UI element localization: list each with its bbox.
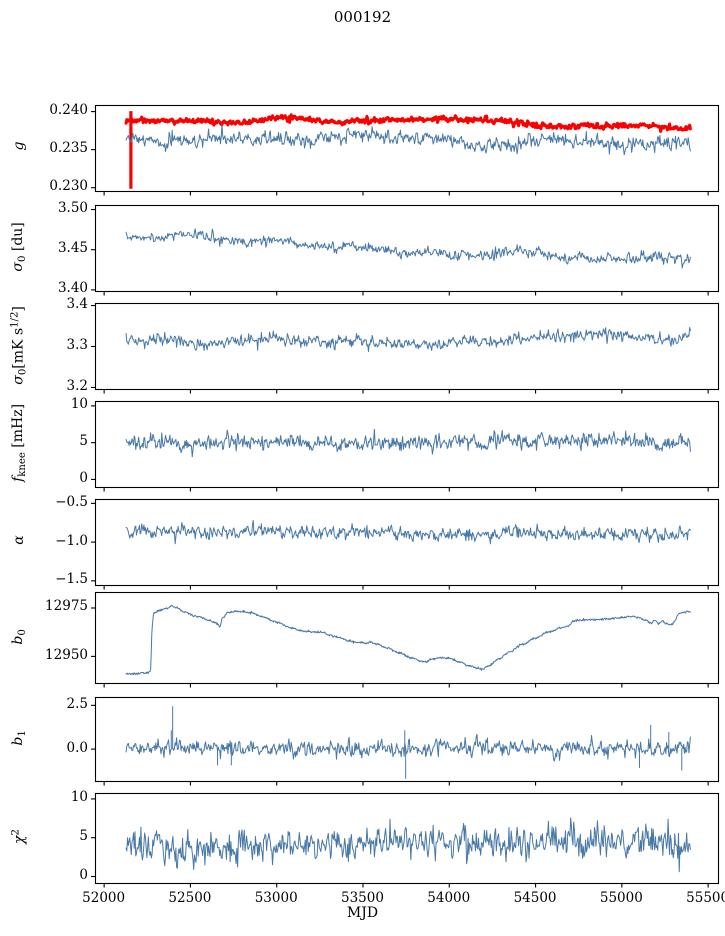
y-tick-label-chi2-2: 10 xyxy=(70,789,88,806)
y-tick-label-alpha-2: −1.5 xyxy=(55,571,88,588)
y-axis-label-sigma0_du: σ0 [du] xyxy=(10,222,28,272)
x-tick-label-3: 53500 xyxy=(341,890,384,906)
y-tick-label-sigma0_mK-1: 3.3 xyxy=(66,337,88,353)
y-tick-label-b1-0: 0.0 xyxy=(66,739,88,756)
data-line-g-red xyxy=(124,113,692,133)
y-tick-label-b0-0: 12950 xyxy=(45,646,88,663)
x-tick-label-5: 54500 xyxy=(513,890,557,906)
y-axis-label-fknee: fknee [mHz] xyxy=(10,403,28,482)
axes-frame-fknee xyxy=(94,400,720,489)
y-tick-label-chi2-1: 5 xyxy=(79,828,88,845)
y-tick-label-b0-1: 12975 xyxy=(45,598,88,615)
data-line-sigma0-mK xyxy=(125,326,691,352)
y-tick-label-sigma0_du-0: 3.40 xyxy=(57,280,88,297)
y-axis-label-b1: b1 xyxy=(10,730,28,746)
y-tick-label-sigma0_du-1: 3.45 xyxy=(57,240,88,257)
x-tick-label-1: 52500 xyxy=(168,890,212,906)
x-tick-label-4: 54000 xyxy=(427,890,471,906)
y-tick-label-g-1: 0.235 xyxy=(49,140,88,157)
figure-title: 000192 xyxy=(333,8,392,26)
y-tick-label-g-2: 0.240 xyxy=(49,102,88,119)
data-line-sigma0-du xyxy=(125,228,691,269)
y-tick-label-sigma0_mK-0: 3.2 xyxy=(66,377,88,394)
y-axis-label-chi2: χ2 xyxy=(10,829,28,844)
y-axis-label-alpha: α xyxy=(11,535,27,545)
y-tick-label-g-0: 0.230 xyxy=(49,178,88,195)
y-tick-label-sigma0_du-2: 3.50 xyxy=(57,200,88,217)
x-tick-label-2: 53000 xyxy=(254,890,298,906)
data-line-chi2 xyxy=(125,817,691,873)
y-axis-label-g: g xyxy=(11,141,27,151)
axes-frame-sigma0_du xyxy=(94,204,720,293)
axes-frame-b0 xyxy=(94,591,720,685)
y-axis-label-b0: b0 xyxy=(10,628,28,645)
x-tick-label-6: 55000 xyxy=(599,890,643,906)
axes-frame-sigma0_mK xyxy=(94,302,720,391)
axes-frame-b1 xyxy=(94,696,720,783)
data-line-g-blue xyxy=(125,123,691,156)
data-line-b0 xyxy=(125,604,691,676)
data-line-alpha xyxy=(125,519,691,545)
y-axis-label-sigma0_mK: σ0[mK s1/2] xyxy=(9,306,29,385)
x-tick-label-0: 52000 xyxy=(82,890,126,906)
y-tick-label-fknee-1: 5 xyxy=(79,433,88,450)
axes-frame-chi2 xyxy=(94,792,720,885)
data-line-fknee xyxy=(125,428,691,458)
y-tick-label-sigma0_mK-2: 3.4 xyxy=(66,296,88,313)
y-tick-label-alpha-0: −0.5 xyxy=(55,493,88,510)
y-tick-label-fknee-0: 0 xyxy=(79,469,88,486)
y-tick-label-fknee-2: 10 xyxy=(70,396,88,413)
y-tick-label-b1-1: 2.5 xyxy=(66,695,88,712)
axes-frame-alpha xyxy=(94,498,720,587)
data-line-b1 xyxy=(125,733,691,762)
y-tick-label-alpha-1: −1.0 xyxy=(55,532,88,549)
y-tick-label-chi2-0: 0 xyxy=(79,867,88,884)
axes-frame-g xyxy=(94,104,720,193)
x-tick-label-7: 55500 xyxy=(686,890,725,906)
x-axis-label: MJD xyxy=(346,905,379,921)
